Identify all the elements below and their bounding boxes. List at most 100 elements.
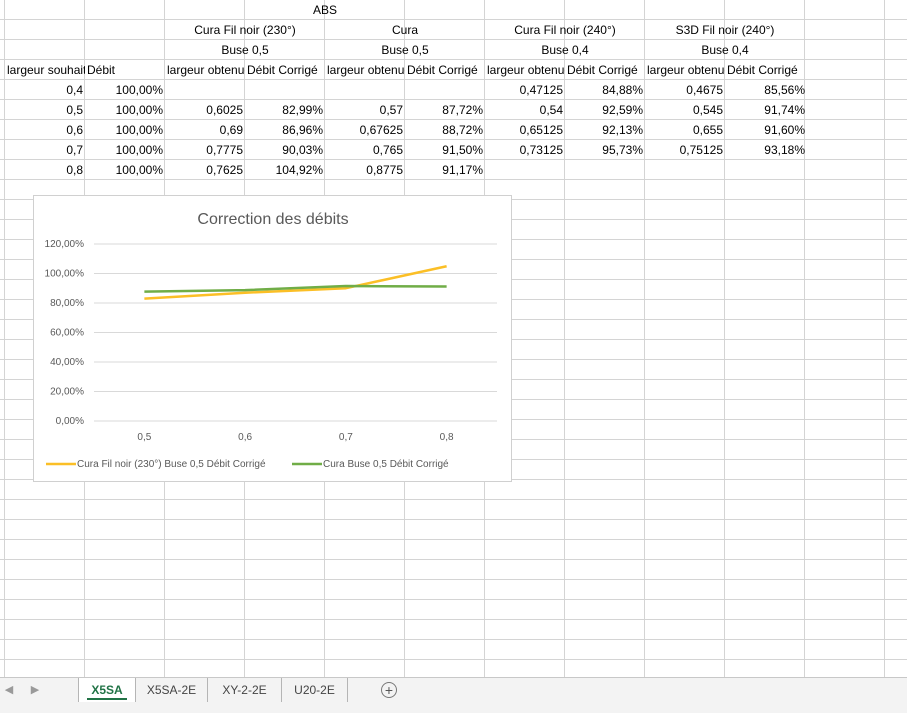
table-cell[interactable] — [325, 80, 405, 100]
header-cell[interactable]: Débit Corrigé — [727, 63, 798, 77]
add-sheet-icon[interactable]: + — [381, 682, 397, 698]
gridline — [0, 559, 907, 560]
gridline — [644, 0, 645, 677]
table-cell[interactable]: 92,59% — [602, 103, 643, 117]
y-tick-label: 40,00% — [50, 357, 84, 368]
table-cell[interactable]: 0,8775 — [366, 163, 403, 177]
line-chart[interactable]: Correction des débits 0,00% 20,00% 40,00% 60… — [33, 195, 512, 482]
y-tick-label: 20,00% — [50, 387, 84, 398]
gridline — [0, 159, 907, 160]
table-cell[interactable]: 100,00% — [115, 163, 163, 177]
gridline — [0, 19, 907, 20]
table-cell[interactable]: 0,47125 — [519, 83, 563, 97]
table-cell[interactable] — [725, 160, 807, 180]
header-cell[interactable]: largeur souhaitée — [7, 63, 85, 77]
y-tick-label: 100,00% — [45, 269, 85, 280]
gridline — [0, 39, 907, 40]
header-cell[interactable]: Débit Corrigé — [247, 63, 318, 77]
header-cell[interactable]: Débit — [87, 63, 116, 77]
header-cell[interactable]: Débit Corrigé — [567, 63, 638, 77]
tab-x5sa-2e[interactable]: X5SA-2E — [136, 678, 208, 702]
table-cell[interactable]: 0,4675 — [686, 83, 723, 97]
table-cell[interactable]: 0,765 — [372, 143, 403, 157]
table-cell[interactable]: 0,6025 — [206, 103, 243, 117]
table-cell[interactable] — [645, 160, 725, 180]
table-cell[interactable] — [485, 160, 565, 180]
table-cell[interactable] — [245, 80, 325, 100]
table-cell[interactable]: 0,5 — [66, 103, 83, 117]
header-cell[interactable]: largeur obtenue — [647, 63, 725, 77]
active-tab-underline — [87, 698, 127, 700]
tab-label: X5SA — [91, 683, 123, 697]
table-cell[interactable]: 93,18% — [764, 143, 805, 157]
group-name-1[interactable]: Cura Fil noir (230°) — [194, 23, 296, 37]
tab-x5sa[interactable]: X5SA — [78, 678, 136, 702]
gridline — [0, 539, 907, 540]
table-cell[interactable]: 104,92% — [275, 163, 323, 177]
table-cell[interactable]: 90,03% — [282, 143, 323, 157]
group-name-3[interactable]: Cura Fil noir (240°) — [514, 23, 616, 37]
group-name-4[interactable]: S3D Fil noir (240°) — [675, 23, 775, 37]
tab-label: XY-2-2E — [222, 683, 267, 697]
table-cell[interactable]: 91,74% — [764, 103, 805, 117]
table-cell[interactable]: 100,00% — [115, 123, 163, 137]
table-cell[interactable]: 0,655 — [692, 123, 723, 137]
table-cell[interactable]: 84,88% — [602, 83, 643, 97]
y-tick-label: 80,00% — [50, 298, 84, 309]
y-tick-label: 120,00% — [45, 239, 85, 250]
table-cell[interactable]: 82,99% — [282, 103, 323, 117]
table-cell[interactable]: 0,65125 — [519, 123, 563, 137]
table-cell[interactable]: 0,7775 — [206, 143, 243, 157]
table-cell[interactable]: 0,4 — [66, 83, 83, 97]
table-cell[interactable]: 95,73% — [602, 143, 643, 157]
table-cell[interactable]: 100,00% — [115, 103, 163, 117]
header-cell[interactable]: largeur obtenue — [167, 63, 245, 77]
table-cell[interactable]: 0,57 — [379, 103, 403, 117]
group-name-2[interactable]: Cura — [391, 23, 418, 37]
group-nozzle-4[interactable]: Buse 0,4 — [701, 43, 749, 57]
table-cell[interactable]: 0,7 — [66, 143, 83, 157]
scroll-right-icon[interactable]: ▶ — [30, 684, 40, 696]
header-cell[interactable]: largeur obtenue — [327, 63, 405, 77]
table-cell[interactable]: 0,7625 — [206, 163, 243, 177]
table-cell[interactable]: 0,545 — [692, 103, 723, 117]
table-cell[interactable]: 91,60% — [764, 123, 805, 137]
header-cell[interactable]: Débit Corrigé — [407, 63, 478, 77]
table-cell[interactable]: 87,72% — [442, 103, 483, 117]
y-tick-label: 0,00% — [56, 416, 84, 427]
table-cell[interactable]: 100,00% — [115, 83, 163, 97]
scroll-left-icon[interactable]: ◀ — [4, 684, 14, 696]
table-cell[interactable] — [165, 80, 245, 100]
group-nozzle-3[interactable]: Buse 0,4 — [541, 43, 589, 57]
table-cell[interactable]: 88,72% — [442, 123, 483, 137]
table-cell[interactable]: 0,73125 — [519, 143, 563, 157]
table-cell[interactable]: 0,75125 — [679, 143, 723, 157]
gridline — [0, 619, 907, 620]
table-cell[interactable]: 91,50% — [442, 143, 483, 157]
table-cell[interactable]: 100,00% — [115, 143, 163, 157]
table-cell[interactable] — [565, 160, 645, 180]
table-cell[interactable]: 91,17% — [442, 163, 483, 177]
group-nozzle-1[interactable]: Buse 0,5 — [221, 43, 269, 57]
legend-label: Cura Fil noir (230°) Buse 0,5 Débit Corr… — [77, 459, 266, 470]
header-cell[interactable]: largeur obtenue — [487, 63, 565, 77]
table-cell[interactable]: 0,69 — [219, 123, 243, 137]
group-nozzle-2[interactable]: Buse 0,5 — [381, 43, 429, 57]
spreadsheet-grid[interactable]: ABS Cura Fil noir (230°) Cura Cura Fil n… — [0, 0, 907, 677]
table-cell[interactable]: 92,13% — [602, 123, 643, 137]
gridline — [0, 99, 907, 100]
gridline — [0, 639, 907, 640]
table-cell[interactable]: 0,6 — [66, 123, 83, 137]
chart-canvas: Correction des débits 0,00% 20,00% 40,00% 60… — [45, 211, 497, 470]
tab-xy-2-2e[interactable]: XY-2-2E — [208, 678, 282, 702]
table-cell[interactable]: 0,67625 — [359, 123, 403, 137]
tab-u20-2e[interactable]: U20-2E — [282, 678, 348, 702]
table-cell[interactable]: 0,54 — [539, 103, 563, 117]
sheet-title[interactable]: ABS — [312, 3, 337, 17]
chart-title: Correction des débits — [197, 211, 348, 228]
table-cell[interactable]: 0,8 — [66, 163, 83, 177]
table-cell[interactable] — [405, 80, 485, 100]
table-cell[interactable]: 85,56% — [764, 83, 805, 97]
gridline — [0, 59, 907, 60]
table-cell[interactable]: 86,96% — [282, 123, 323, 137]
